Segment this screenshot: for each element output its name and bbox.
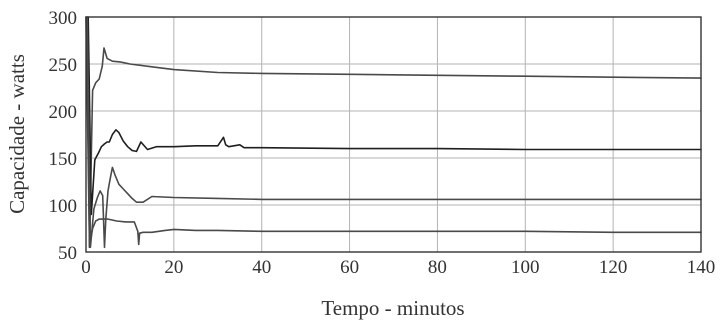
y-tick-label: 150 [49,149,78,170]
y-tick-label: 300 [49,8,78,29]
series-line [85,16,702,249]
x-tick-label: 100 [511,257,540,278]
x-tick-label: 140 [687,257,716,278]
x-tick-label: 0 [81,257,91,278]
x-tick-label: 120 [599,257,628,278]
x-tick-label: 60 [340,257,359,278]
series-line [86,16,702,249]
y-tick-label: 250 [49,55,78,76]
series-line [87,16,702,216]
series-line [86,16,702,249]
grid-layer [86,17,701,252]
plot-frame [85,16,702,253]
series-layer [85,16,702,249]
x-tick-labels: 0 20 40 60 80 100 120 140 [81,257,715,278]
x-tick-label: 80 [428,257,447,278]
x-tick-label: 20 [164,257,183,278]
y-tick-label: 100 [49,196,78,217]
x-axis-title: Tempo - minutos [321,296,464,320]
y-tick-labels: 50 100 150 200 250 300 [49,8,78,264]
y-tick-label: 50 [58,243,77,264]
y-axis-title: Capacidade - watts [5,54,29,214]
y-tick-label: 200 [49,102,78,123]
x-tick-label: 40 [252,257,271,278]
